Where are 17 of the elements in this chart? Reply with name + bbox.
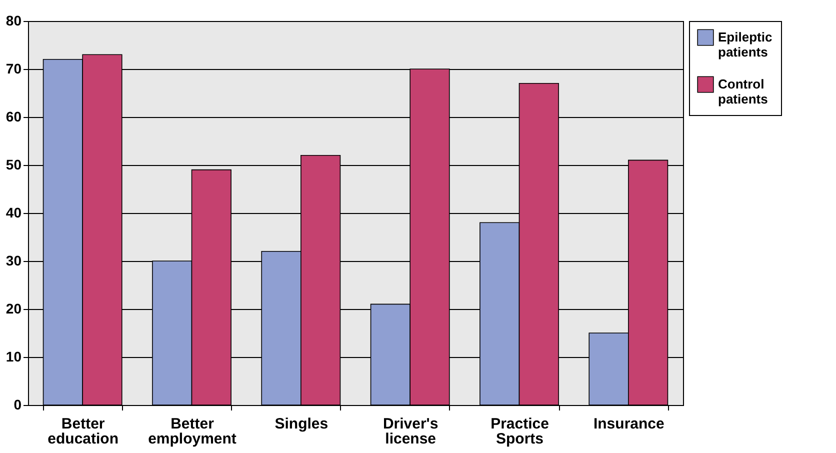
- y-tick-label: 10: [6, 348, 22, 364]
- y-tick-label: 40: [6, 204, 22, 220]
- y-tick-label: 50: [6, 156, 22, 172]
- x-tick-label: Insurance: [593, 416, 664, 432]
- x-tick-label: Better employment: [148, 416, 236, 448]
- legend-label: Epileptic patients: [718, 30, 772, 60]
- legend-label: Control patients: [718, 76, 768, 106]
- y-tick-label: 30: [6, 252, 22, 268]
- x-tick-label: Practice Sports: [490, 416, 549, 448]
- x-tick-label: Singles: [274, 416, 328, 432]
- y-tick-label: 80: [6, 12, 22, 28]
- x-tick-label: Better education: [48, 416, 119, 448]
- x-tick-label: Driver's license: [382, 416, 438, 448]
- y-tick-label: 60: [6, 108, 22, 124]
- y-tick-label: 70: [6, 60, 22, 76]
- y-tick-label: 0: [14, 396, 22, 412]
- y-tick-label: 20: [6, 300, 22, 316]
